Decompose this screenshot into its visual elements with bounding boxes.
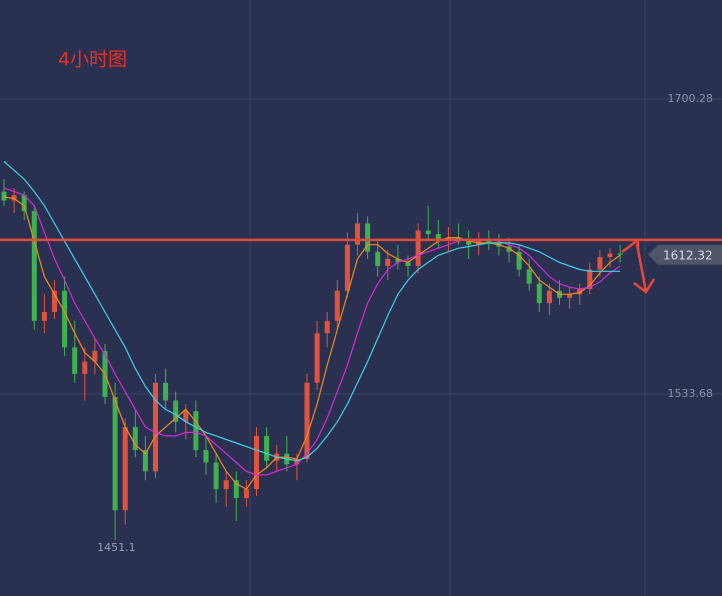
candle-body bbox=[254, 435, 259, 490]
candle-body bbox=[21, 195, 27, 212]
candle-body bbox=[132, 427, 138, 451]
candle-body bbox=[617, 253, 623, 255]
candle-body bbox=[334, 290, 340, 321]
candle-body bbox=[153, 382, 158, 472]
candle-body bbox=[82, 361, 88, 374]
candle-body bbox=[486, 241, 492, 243]
candle-body bbox=[112, 396, 118, 511]
moving-average bbox=[3, 187, 621, 476]
candle-body bbox=[173, 400, 179, 422]
candle-body bbox=[183, 411, 189, 422]
arrow-down bbox=[635, 243, 648, 293]
candle-body bbox=[203, 450, 209, 463]
y-tick-label: 1700.28 bbox=[668, 92, 714, 105]
candle-body bbox=[365, 223, 371, 252]
candle-body bbox=[546, 290, 552, 304]
candle-body bbox=[11, 195, 17, 201]
candle-body bbox=[536, 283, 542, 304]
candle-body bbox=[395, 258, 401, 263]
candle-body bbox=[1, 191, 7, 201]
candle-body bbox=[516, 251, 522, 270]
candle-body bbox=[142, 450, 148, 472]
candle-body bbox=[324, 320, 330, 334]
candle-body bbox=[375, 251, 381, 266]
candle-body bbox=[355, 223, 360, 245]
candle-body bbox=[425, 230, 431, 235]
candle-body bbox=[405, 262, 411, 266]
moving-average bbox=[3, 161, 621, 462]
candle-body bbox=[466, 241, 472, 245]
candle-body bbox=[223, 480, 229, 490]
candle-body bbox=[31, 211, 37, 321]
candle-body bbox=[163, 382, 169, 401]
last-price-label: 1612.32 bbox=[663, 248, 713, 262]
candle-body bbox=[72, 347, 78, 374]
low-label: 1451.1 bbox=[97, 541, 136, 554]
candle-body bbox=[314, 333, 320, 383]
candle-body bbox=[41, 311, 47, 321]
candle-body bbox=[233, 480, 239, 498]
candle-body bbox=[506, 246, 512, 252]
candle-body bbox=[213, 462, 219, 490]
candle-body bbox=[294, 458, 300, 465]
price-tag bbox=[648, 244, 722, 265]
candle-body bbox=[435, 234, 441, 240]
candle-body bbox=[122, 427, 128, 511]
candle-body bbox=[243, 489, 249, 498]
chart-title: 4小时图 bbox=[58, 49, 127, 71]
candle-body bbox=[193, 411, 199, 451]
candle-body bbox=[587, 269, 593, 289]
candle-body bbox=[577, 288, 583, 295]
candle-body bbox=[264, 435, 270, 461]
forecast-arrows bbox=[621, 238, 656, 294]
candle-body bbox=[607, 253, 613, 258]
moving-average bbox=[3, 196, 621, 490]
y-tick-label: 1533.68 bbox=[668, 387, 714, 400]
candle-body bbox=[597, 257, 603, 270]
candle-body bbox=[92, 350, 98, 362]
candle-body bbox=[567, 294, 573, 298]
candle-body bbox=[385, 258, 391, 266]
arrow-down-head bbox=[633, 278, 656, 294]
candle-body bbox=[344, 244, 350, 291]
candle-body bbox=[445, 237, 451, 240]
candle-body bbox=[52, 290, 57, 312]
candle-body bbox=[304, 382, 310, 459]
candle-body bbox=[415, 230, 421, 266]
candle-body bbox=[526, 269, 532, 284]
candle-body bbox=[62, 290, 68, 348]
